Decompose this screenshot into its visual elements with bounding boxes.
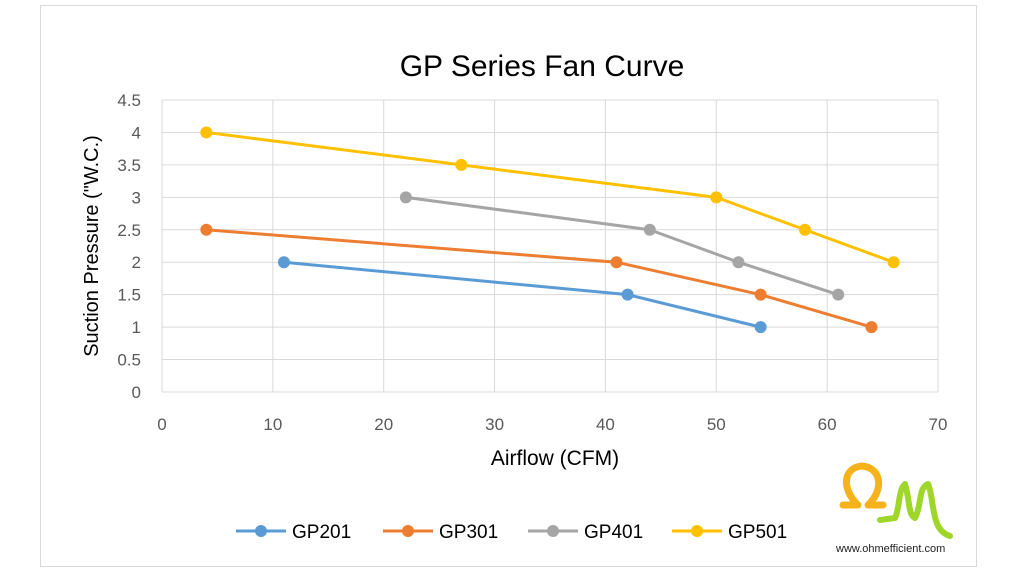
legend-marker-GP501 [691,525,703,537]
data-point-GP401 [832,288,845,301]
legend-label-GP201: GP201 [292,522,351,543]
x-tick-label: 50 [707,415,726,434]
x-tick-label: 20 [374,415,393,434]
legend-label-GP401: GP401 [584,522,643,543]
y-tick-label: 2.5 [117,221,141,240]
x-axis-label: Airflow (CFM) [491,447,619,470]
x-tick-label: 60 [818,415,837,434]
data-point-GP301 [754,288,767,301]
x-tick-label: 70 [929,415,948,434]
data-point-GP201 [754,321,767,334]
y-tick-label: 2 [132,253,141,272]
x-tick-label: 30 [485,415,504,434]
data-point-GP201 [621,288,634,301]
y-tick-label: 0.5 [117,351,141,370]
y-tick-label: 1 [132,318,141,337]
legend-label-GP501: GP501 [728,522,787,543]
y-tick-label: 4 [132,123,141,142]
x-tick-label: 10 [263,415,282,434]
y-tick-label: 3.5 [117,156,141,175]
data-point-GP301 [865,321,878,334]
logo-url: www.ohmefficient.com [836,543,946,555]
data-point-GP401 [732,256,745,269]
y-tick-label: 3 [132,188,141,207]
data-point-GP201 [277,256,290,269]
data-point-GP501 [798,223,811,236]
data-point-GP501 [887,256,900,269]
data-point-GP501 [200,126,213,139]
y-tick-label: 0 [132,383,141,402]
y-tick-label: 1.5 [117,286,141,305]
y-axis-label: Suction Pressure ("W.C.) [81,135,103,357]
data-point-GP501 [710,191,723,204]
chart-title: GP Series Fan Curve [400,50,685,83]
legend-label-GP301: GP301 [439,522,498,543]
legend-marker-GP301 [402,525,414,537]
data-point-GP401 [399,191,412,204]
chart-frame [40,5,977,567]
data-point-GP301 [610,256,623,269]
data-point-GP401 [643,223,656,236]
data-point-GP501 [455,158,468,171]
x-tick-label: 40 [596,415,615,434]
series-line-GP401 [405,195,839,297]
x-tick-label: 0 [157,415,166,434]
series-line-GP301 [206,228,872,329]
legend-marker-GP401 [547,525,559,537]
y-tick-label: 4.5 [117,91,141,110]
data-point-GP301 [200,223,213,236]
legend-marker-GP201 [255,525,267,537]
